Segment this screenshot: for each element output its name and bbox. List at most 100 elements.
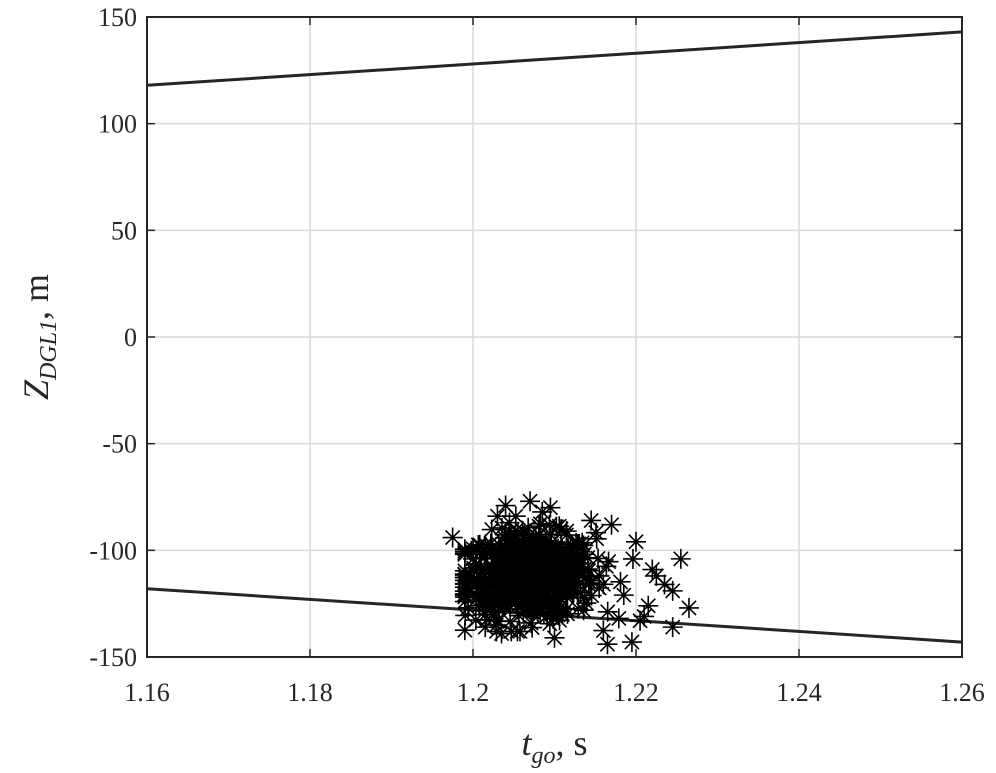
scatter-point [488, 611, 509, 632]
scatter-point [514, 580, 535, 601]
scatter-point [622, 548, 643, 569]
scatter-point [539, 613, 560, 634]
scatter-point [458, 597, 479, 618]
x-axis-label: tgo, s [521, 723, 587, 769]
scatter-point [568, 535, 589, 556]
y-tick-labels: -150 -100 -50 0 50 100 150 [89, 3, 137, 672]
scatter-point [454, 544, 475, 565]
scatter-point [511, 555, 532, 576]
scatter-point [526, 531, 547, 552]
scatter-point [550, 588, 571, 609]
scatter-point [588, 548, 609, 569]
scatter-point [630, 610, 651, 631]
scatter-point [470, 582, 491, 603]
scatter-point [563, 537, 584, 558]
scatter-point [528, 524, 549, 545]
scatter-point [520, 491, 541, 512]
y-axis-label-main: Z [16, 379, 56, 400]
scatter-point [495, 495, 516, 516]
x-axis-label-main: t [521, 723, 532, 763]
scatter-point [533, 603, 554, 624]
scatter-point [597, 601, 618, 622]
x-tick-label: 1.2 [457, 678, 490, 707]
scatter-point [519, 536, 540, 557]
scatter-point [489, 591, 510, 612]
scatter-point [678, 597, 699, 618]
scatter-point [551, 538, 572, 559]
scatter-point [504, 525, 525, 546]
scatter-point [463, 548, 483, 569]
x-axis-label-subscript: go [532, 743, 556, 769]
y-tick-label: -150 [89, 643, 137, 672]
scatter-point [481, 601, 502, 622]
scatter-point [513, 602, 534, 623]
scatter-point [608, 608, 629, 629]
scatter-point [545, 536, 566, 557]
scatter-point [568, 553, 589, 574]
y-axis-label-subscript: DGL1 [36, 320, 62, 381]
scatter-point [601, 514, 622, 535]
scatter-point [515, 529, 536, 550]
y-tick-label: -100 [89, 536, 137, 565]
scatter-point [496, 575, 517, 596]
scatter-point [562, 570, 583, 591]
y-tick-label: 100 [98, 110, 137, 139]
scatter-point [580, 573, 601, 594]
scatter-point [568, 598, 589, 619]
scatter-point [654, 574, 675, 595]
scatter-point [533, 554, 554, 575]
scatter-point [507, 531, 528, 552]
scatter-point [529, 578, 550, 599]
scatter-point [575, 567, 596, 588]
scatter-point [486, 562, 507, 583]
scatter-point [497, 588, 518, 609]
scatter-point [662, 580, 683, 601]
scatter-point [573, 600, 594, 621]
scatter-point [491, 517, 512, 538]
scatter-point [585, 522, 606, 543]
x-tick-label: 1.22 [613, 678, 659, 707]
x-tick-label: 1.26 [939, 678, 985, 707]
scatter-point [505, 520, 526, 541]
scatter-point [508, 550, 529, 571]
scatter-point [527, 601, 548, 622]
scatter-point [521, 612, 542, 633]
scatter-point [495, 551, 516, 572]
y-tick-label: -50 [102, 430, 137, 459]
scatter-point [465, 610, 486, 631]
scatter-point [573, 562, 594, 583]
x-tick-labels: 1.16 1.18 1.2 1.22 1.24 1.26 [124, 678, 985, 707]
scatter-point [475, 541, 496, 562]
scatter-point [523, 554, 544, 575]
scatter-point [454, 620, 475, 641]
scatter-point [544, 627, 565, 648]
scatter-point [501, 621, 522, 642]
scatter-point [491, 623, 512, 644]
scatter-point [567, 582, 588, 603]
y-tick-label: 150 [98, 3, 137, 32]
scatter-point [476, 609, 497, 630]
scatter-point [522, 617, 543, 638]
scatter-point [515, 592, 536, 613]
x-tick-label: 1.24 [776, 678, 822, 707]
scatter-point [597, 634, 618, 655]
scatter-point [530, 513, 551, 534]
scatter-point [506, 584, 527, 605]
x-tick-label: 1.18 [287, 678, 333, 707]
scatter-point [548, 604, 569, 625]
scatter-point [540, 524, 561, 545]
scatter-point [475, 617, 496, 638]
scatter-point [454, 573, 475, 594]
scatter-point [480, 533, 501, 554]
scatter-point [484, 575, 505, 596]
scatter-point [500, 611, 521, 632]
scatter-point [489, 540, 510, 561]
scatter-point [621, 632, 642, 653]
scatter-point [576, 593, 597, 614]
scatter-point [598, 551, 619, 572]
scatter-point [642, 559, 663, 580]
scatter-point [558, 557, 579, 578]
scatter-point [613, 585, 634, 606]
scatter-point [518, 517, 539, 538]
scatter-point [549, 516, 570, 537]
